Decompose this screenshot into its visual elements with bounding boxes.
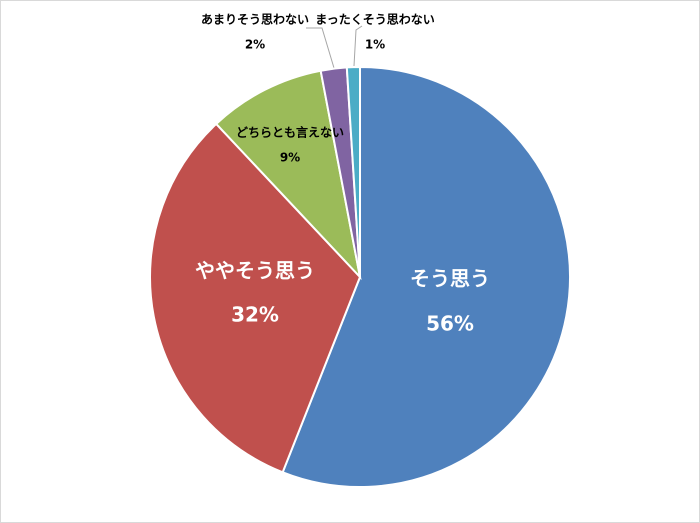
category-label: あまりそう思わない bbox=[201, 13, 309, 27]
pie-slice bbox=[149, 122, 362, 474]
value-label: 2% bbox=[245, 38, 265, 52]
category-label: ややそう思う bbox=[195, 259, 315, 283]
value-label: 9% bbox=[280, 151, 300, 165]
value-label: 1% bbox=[365, 38, 385, 52]
value-label: 56% bbox=[426, 312, 474, 336]
value-label: 32% bbox=[231, 303, 279, 327]
category-label: まったくそう思わない bbox=[315, 13, 435, 27]
category-label: そう思う bbox=[410, 267, 490, 291]
pie-slice bbox=[281, 65, 571, 488]
pie-slice bbox=[345, 65, 361, 278]
category-label: どちらとも言えない bbox=[236, 125, 344, 140]
pie-slice bbox=[214, 69, 362, 281]
leader-line bbox=[353, 25, 363, 67]
leader-line bbox=[306, 27, 335, 69]
